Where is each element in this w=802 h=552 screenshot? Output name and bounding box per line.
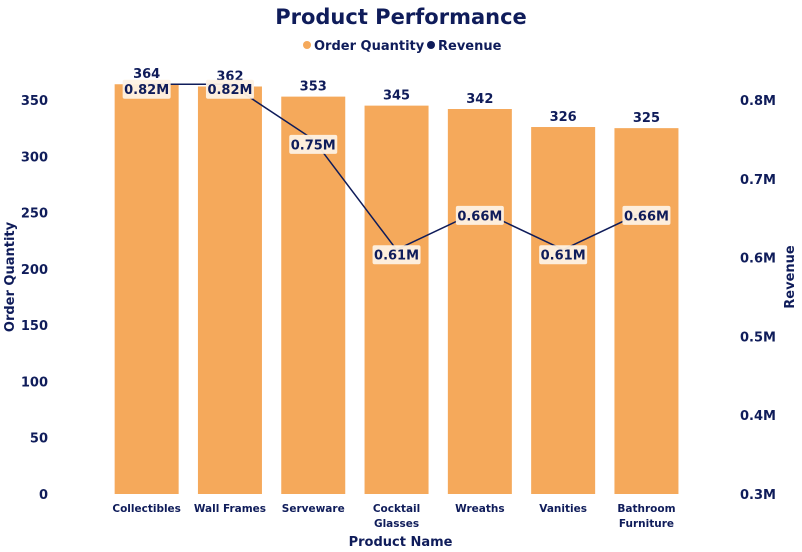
category-label: Wreaths (455, 503, 505, 515)
legend: Order Quantity Revenue (303, 39, 502, 54)
y-tick-label: 350 (21, 94, 48, 109)
category-label: Collectibles (112, 503, 181, 515)
category-labels: Collectibles Wall Frames Serveware Cocktail… (112, 503, 675, 530)
y-tick-label: 200 (21, 263, 48, 278)
y2-tick-label: 0.6M (740, 252, 776, 267)
y-tick-label: 100 (21, 375, 48, 390)
category-label: Wall Frames (194, 503, 266, 515)
legend-swatch-revenue (427, 41, 435, 49)
bar-value-label: 326 (550, 110, 577, 125)
legend-swatch-order-quantity (303, 41, 311, 49)
category-label: Cocktail Glasses (373, 503, 420, 530)
x-axis-title: Product Name (349, 535, 453, 550)
y2-axis-title: Revenue (783, 245, 798, 309)
bar (364, 105, 429, 494)
category-label: Bathroom Furniture (617, 503, 675, 530)
revenue-value-label: 0.66M (624, 209, 669, 224)
category-label: Serveware (282, 503, 345, 515)
bar-value-label: 325 (633, 111, 660, 126)
revenue-label-background (539, 245, 588, 265)
bar (531, 127, 596, 494)
revenue-label-background (122, 79, 171, 99)
y-tick-label: 50 (30, 432, 48, 447)
legend-label-order-quantity: Order Quantity (314, 39, 425, 54)
revenue-labels: 0.82M 0.82M 0.75M 0.61M 0.66M 0.61M 0.66M (122, 79, 671, 265)
y-axis-title: Order Quantity (3, 221, 18, 332)
y-tick-label: 300 (21, 150, 48, 165)
y2-tick-label: 0.3M (740, 488, 776, 503)
y2-tick-label: 0.8M (740, 94, 776, 109)
legend-label-revenue: Revenue (438, 39, 502, 54)
revenue-value-label: 0.61M (541, 249, 586, 264)
revenue-value-label: 0.82M (207, 83, 252, 98)
bars (114, 84, 679, 495)
chart-title: Product Performance (275, 5, 527, 29)
y-tick-label: 150 (21, 319, 48, 334)
bar (447, 109, 512, 495)
revenue-label-background (622, 205, 671, 225)
y-tick-label: 0 (39, 488, 48, 503)
bar (114, 84, 179, 495)
revenue-value-label: 0.61M (374, 249, 419, 264)
revenue-value-label: 0.75M (291, 138, 336, 153)
y2-axis-ticks: 0.3M 0.4M 0.5M 0.6M 0.7M 0.8M (740, 94, 776, 503)
y-tick-label: 250 (21, 207, 48, 222)
y2-tick-label: 0.7M (740, 173, 776, 188)
revenue-value-label: 0.82M (124, 83, 169, 98)
y2-tick-label: 0.4M (740, 409, 776, 424)
revenue-label-background (289, 134, 338, 154)
bar (614, 128, 679, 494)
bar (197, 86, 262, 495)
category-label: Vanities (539, 503, 587, 515)
revenue-label-background (205, 79, 254, 99)
bar-value-label: 353 (300, 80, 327, 95)
bar-value-label: 364 (133, 67, 160, 82)
bar-value-label: 345 (383, 89, 410, 104)
y2-tick-label: 0.5M (740, 330, 776, 345)
revenue-label-background (372, 245, 421, 265)
revenue-value-label: 0.66M (457, 209, 502, 224)
y-axis-ticks: 0 50 100 150 200 250 300 350 (21, 94, 48, 503)
revenue-label-background (455, 205, 504, 225)
bar-value-label: 342 (466, 92, 493, 107)
bar (281, 96, 346, 494)
